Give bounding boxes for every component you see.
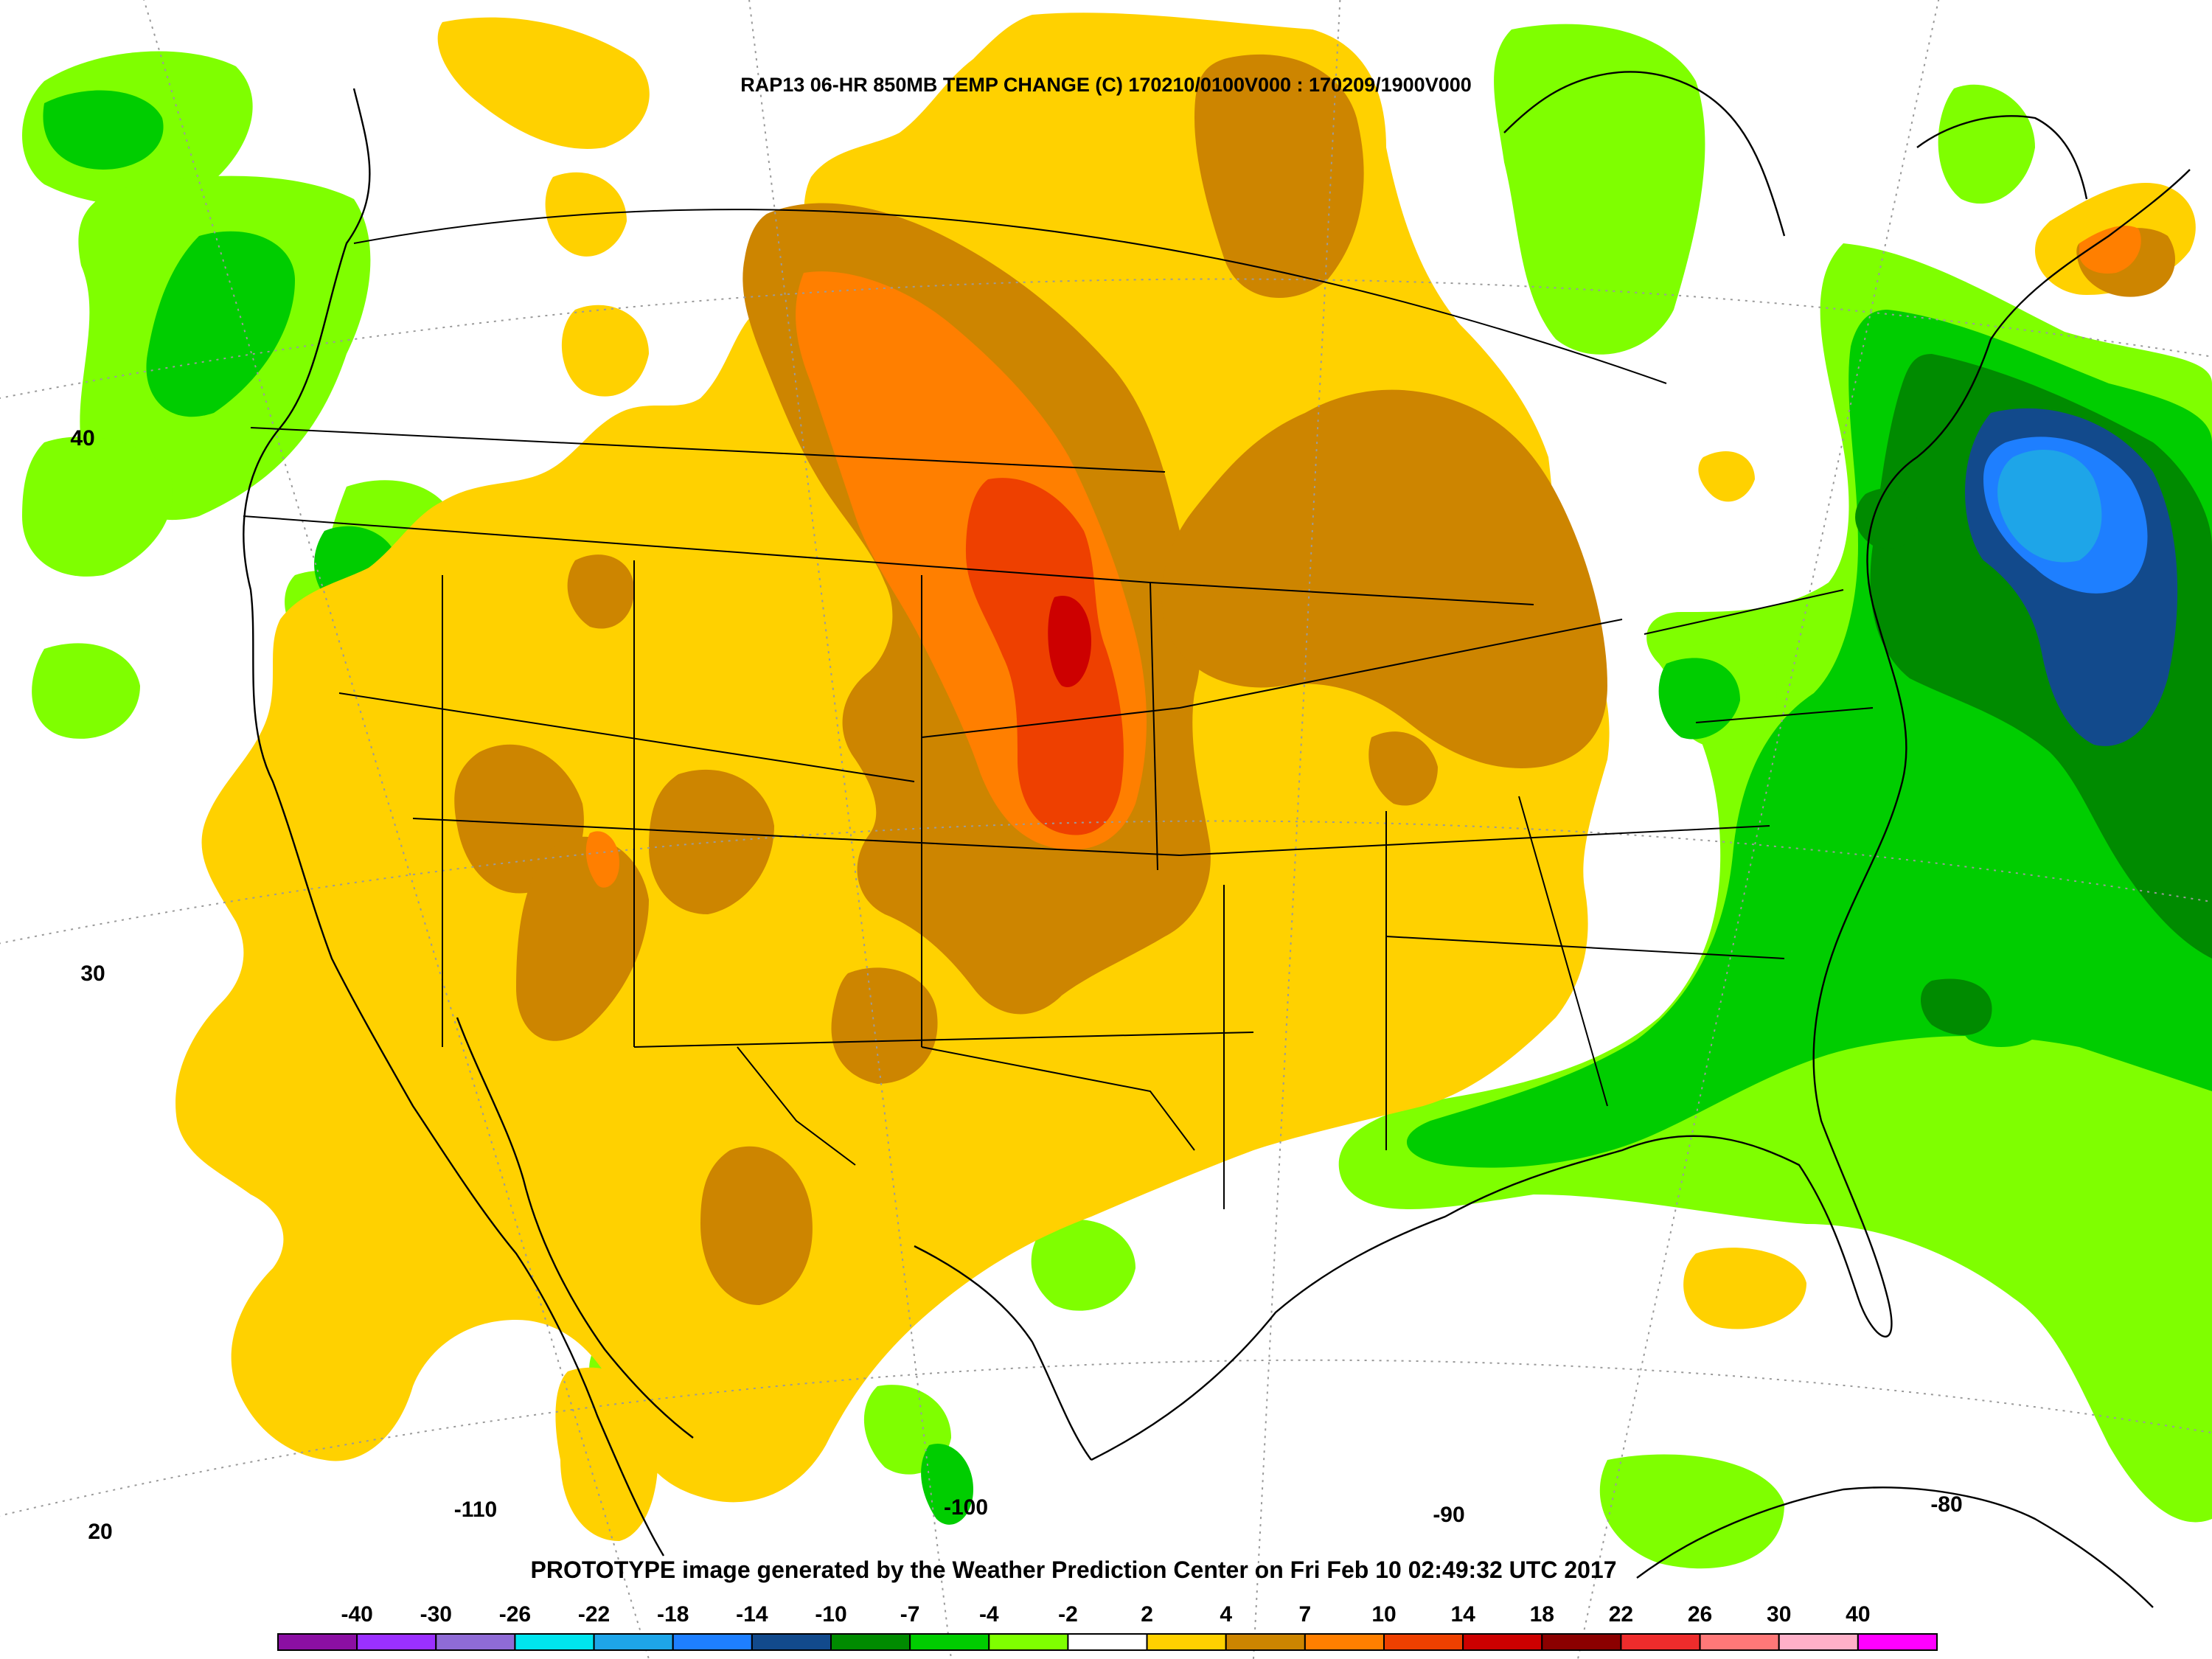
legend-swatch xyxy=(830,1633,911,1651)
legend-swatch xyxy=(593,1633,674,1651)
latitude-labels: 40 30 20 xyxy=(70,426,112,1544)
legend-tick-label: -22 xyxy=(578,1602,610,1627)
lat-label-40: 40 xyxy=(70,426,94,451)
lon-label-minus110: -110 xyxy=(454,1498,497,1522)
longitude-labels: -110 -100 -90 -80 xyxy=(454,1492,1963,1527)
legend-tick-label: -30 xyxy=(420,1602,452,1627)
legend-swatch xyxy=(988,1633,1069,1651)
legend-tick-label: 14 xyxy=(1450,1602,1475,1627)
legend-tick-label: 4 xyxy=(1220,1602,1232,1627)
shade-minus22-minus18 xyxy=(1997,450,2102,563)
legend-tick-label: 22 xyxy=(1609,1602,1633,1627)
legend-swatch xyxy=(1857,1633,1938,1651)
legend-tick-label: 2 xyxy=(1141,1602,1153,1627)
legend-swatch xyxy=(1225,1633,1306,1651)
lon-label-minus80: -80 xyxy=(1930,1492,1962,1517)
legend-swatch xyxy=(909,1633,990,1651)
legend-tick-label: -4 xyxy=(979,1602,999,1627)
legend-swatch xyxy=(435,1633,516,1651)
legend-tick-label: -7 xyxy=(900,1602,920,1627)
lat-label-20: 20 xyxy=(88,1520,112,1544)
legend-swatch xyxy=(277,1633,358,1651)
lat-label-30: 30 xyxy=(80,961,105,986)
legend-swatch xyxy=(1383,1633,1464,1651)
legend-swatches xyxy=(277,1633,1938,1651)
footer-credit: PROTOTYPE image generated by the Weather… xyxy=(530,1557,1616,1583)
legend-swatch xyxy=(672,1633,753,1651)
color-legend: -40 -30 -26 -22 -18 -14 -10 -7 -4 -2 2 4 7 10 14 18 22 26… xyxy=(277,1602,1938,1651)
legend-tick-label: -10 xyxy=(815,1602,846,1627)
legend-swatch xyxy=(1146,1633,1227,1651)
legend-swatch xyxy=(1778,1633,1859,1651)
legend-tick-label: -2 xyxy=(1058,1602,1078,1627)
political-borders xyxy=(243,209,1874,1209)
lon-label-minus100: -100 xyxy=(944,1495,988,1520)
legend-tick-label: 7 xyxy=(1299,1602,1312,1627)
legend-tick-label: 30 xyxy=(1767,1602,1791,1627)
legend-swatch xyxy=(356,1633,437,1651)
legend-tick-label: 18 xyxy=(1530,1602,1554,1627)
legend-swatch xyxy=(1304,1633,1385,1651)
legend-tick-label: 26 xyxy=(1688,1602,1712,1627)
legend-tick-label: -40 xyxy=(341,1602,372,1627)
legend-tick-label: 40 xyxy=(1846,1602,1870,1627)
legend-swatch xyxy=(1699,1633,1780,1651)
legend-swatch xyxy=(1067,1633,1148,1651)
legend-swatch xyxy=(751,1633,832,1651)
legend-swatch xyxy=(514,1633,595,1651)
shade-14-18 xyxy=(1048,596,1091,687)
legend-tick-label: -14 xyxy=(736,1602,768,1627)
coastlines xyxy=(243,71,2191,1608)
legend-tick-label: -18 xyxy=(657,1602,689,1627)
legend-swatch xyxy=(1462,1633,1543,1651)
legend-tick-labels: -40 -30 -26 -22 -18 -14 -10 -7 -4 -2 2 4 7 10 14 18 22 26… xyxy=(341,1602,1870,1627)
legend-swatch xyxy=(1541,1633,1622,1651)
map-title: RAP13 06-HR 850MB TEMP CHANGE (C) 170210… xyxy=(740,74,1472,96)
legend-tick-label: 10 xyxy=(1371,1602,1396,1627)
legend-swatch xyxy=(1620,1633,1701,1651)
shade-10-14 xyxy=(966,478,1124,835)
temperature-change-shading xyxy=(22,13,2212,1569)
legend-tick-label: -26 xyxy=(499,1602,531,1627)
lon-label-minus90: -90 xyxy=(1433,1503,1464,1527)
